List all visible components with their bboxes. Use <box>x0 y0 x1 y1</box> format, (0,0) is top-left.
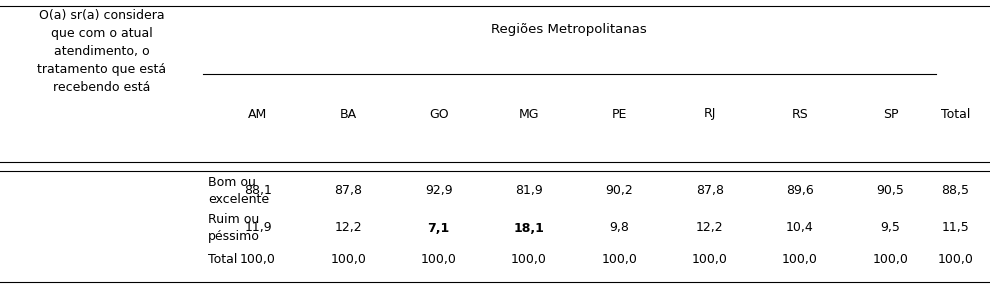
Text: 100,0: 100,0 <box>938 253 973 266</box>
Text: 100,0: 100,0 <box>331 253 366 266</box>
Text: 100,0: 100,0 <box>782 253 818 266</box>
Text: 9,5: 9,5 <box>880 221 900 235</box>
Text: 100,0: 100,0 <box>241 253 276 266</box>
Text: PE: PE <box>612 107 627 121</box>
Text: 100,0: 100,0 <box>602 253 638 266</box>
Text: SP: SP <box>883 107 898 121</box>
Text: 88,1: 88,1 <box>245 184 272 198</box>
Text: 10,4: 10,4 <box>786 221 814 235</box>
Text: RS: RS <box>792 107 809 121</box>
Text: 88,5: 88,5 <box>941 184 969 198</box>
Text: 87,8: 87,8 <box>335 184 362 198</box>
Text: 87,8: 87,8 <box>696 184 724 198</box>
Text: O(a) sr(a) considera
que com o atual
atendimento, o
tratamento que está
recebend: O(a) sr(a) considera que com o atual ate… <box>37 9 166 93</box>
Text: excelente: excelente <box>208 193 269 206</box>
Text: 90,5: 90,5 <box>876 184 904 198</box>
Text: Ruim ou: Ruim ou <box>208 213 259 226</box>
Text: 12,2: 12,2 <box>335 221 362 235</box>
Text: péssimo: péssimo <box>208 230 259 243</box>
Text: GO: GO <box>429 107 448 121</box>
Text: 100,0: 100,0 <box>872 253 908 266</box>
Text: Total: Total <box>208 253 238 266</box>
Text: 100,0: 100,0 <box>692 253 728 266</box>
Text: 100,0: 100,0 <box>511 253 546 266</box>
Text: AM: AM <box>248 107 267 121</box>
Text: 9,8: 9,8 <box>610 221 630 235</box>
Text: Total: Total <box>940 107 970 121</box>
Text: 11,9: 11,9 <box>245 221 272 235</box>
Text: BA: BA <box>340 107 357 121</box>
Text: RJ: RJ <box>704 107 716 121</box>
Text: Bom ou: Bom ou <box>208 176 255 189</box>
Text: 89,6: 89,6 <box>786 184 814 198</box>
Text: 18,1: 18,1 <box>514 221 545 235</box>
Text: 90,2: 90,2 <box>606 184 634 198</box>
Text: MG: MG <box>519 107 540 121</box>
Text: 7,1: 7,1 <box>428 221 449 235</box>
Text: Regiões Metropolitanas: Regiões Metropolitanas <box>491 23 647 36</box>
Text: 92,9: 92,9 <box>425 184 452 198</box>
Text: 11,5: 11,5 <box>941 221 969 235</box>
Text: 12,2: 12,2 <box>696 221 724 235</box>
Text: 81,9: 81,9 <box>515 184 543 198</box>
Text: 100,0: 100,0 <box>421 253 456 266</box>
